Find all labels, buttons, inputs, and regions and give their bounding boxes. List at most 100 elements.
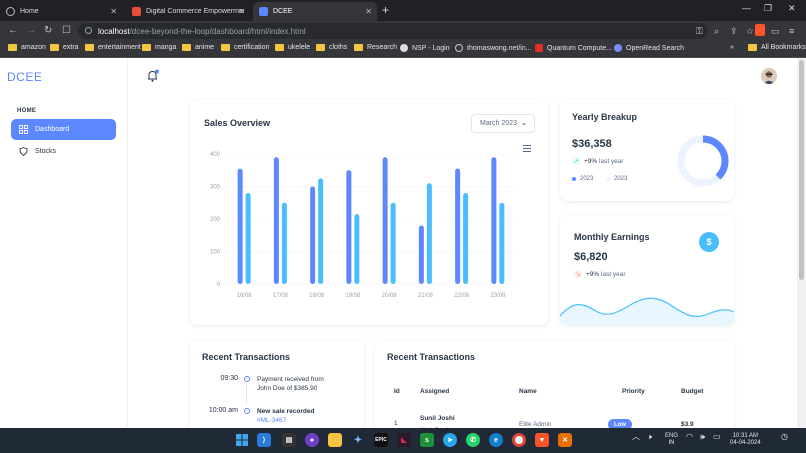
telegram-icon[interactable]: ➤ — [443, 433, 457, 447]
bar-series2-19-08[interactable] — [354, 214, 360, 284]
chrome-icon[interactable] — [512, 433, 526, 447]
mute-icon[interactable]: 🕨 — [647, 432, 653, 441]
bar-series2-18-08[interactable] — [318, 178, 324, 284]
close-icon[interactable]: ✕ — [238, 7, 245, 16]
folder-icon — [85, 44, 94, 51]
bar-series2-22-08[interactable] — [463, 193, 469, 284]
bar-series1-17-08[interactable] — [273, 157, 279, 284]
url-input[interactable]: localhost/dcee-beyond-the-loop/dashboard… — [78, 23, 708, 39]
bookmark-manga[interactable]: manga — [142, 44, 176, 51]
x-tick-label: 16/08 — [237, 293, 253, 299]
all-bookmarks[interactable]: All Bookmarks — [748, 44, 806, 51]
new-tab-icon[interactable]: + — [382, 3, 390, 17]
maximize-icon[interactable]: ❐ — [764, 3, 773, 13]
edge-icon[interactable]: e — [489, 433, 503, 447]
bar-series2-23-08[interactable] — [499, 202, 505, 284]
bar-series1-22-08[interactable] — [455, 168, 461, 284]
xampp-icon[interactable]: ✕ — [558, 433, 572, 447]
bookmark-amazon[interactable]: amazon — [8, 44, 46, 51]
yearly-legend-item: 2023 — [572, 176, 593, 182]
bookmark-anime[interactable]: anime — [182, 44, 214, 51]
scrollbar-thumb[interactable] — [799, 60, 804, 280]
star-icon[interactable]: ☆ — [746, 26, 755, 36]
sales-overview-title: Sales Overview — [204, 118, 271, 128]
tab-dcee[interactable]: DCEE ✕ — [253, 2, 377, 21]
bookmark-certification[interactable]: certification — [221, 44, 269, 51]
y-tick-label: 400 — [210, 152, 221, 158]
brave-icon[interactable]: ▼ — [535, 433, 549, 447]
chart-menu-icon[interactable] — [523, 145, 531, 152]
file-explorer-icon[interactable] — [328, 433, 342, 447]
key-icon[interactable]: ⚿ — [696, 26, 703, 36]
bookmark-entertainment[interactable]: entertainment — [85, 44, 141, 51]
bookmark-quantum[interactable]: Quantum Compute... — [535, 44, 612, 52]
wifi-icon[interactable]: ◠ — [686, 432, 693, 441]
y-tick-label: 300 — [210, 185, 221, 191]
brave-shield-icon[interactable] — [755, 24, 765, 36]
bar-series1-20-08[interactable] — [382, 157, 388, 284]
zoom-icon[interactable]: ⌕ — [714, 26, 720, 36]
bar-series1-23-08[interactable] — [491, 157, 497, 284]
forward-icon[interactable]: → — [26, 25, 36, 36]
copilot-icon[interactable]: ✦ — [353, 434, 363, 446]
sidebar-item-dashboard[interactable]: Dashboard — [11, 119, 116, 140]
close-window-icon[interactable]: ✕ — [788, 3, 796, 13]
bar-series2-20-08[interactable] — [390, 202, 396, 284]
more-bookmarks-icon[interactable]: » — [730, 44, 734, 51]
battery-icon[interactable]: ▭ — [713, 432, 721, 441]
close-icon[interactable]: ✕ — [110, 7, 117, 16]
bar-series1-18-08[interactable] — [310, 186, 316, 285]
clock[interactable]: 10:31 AM 04-04-2024 — [730, 433, 761, 446]
bar-series2-17-08[interactable] — [281, 202, 287, 284]
epic-games-icon[interactable]: EPIC — [374, 433, 388, 447]
notification-bell-icon[interactable] — [146, 69, 160, 83]
yearly-breakup-card: Yearly Breakup $36,358 ↗ +9% last year 2… — [560, 100, 734, 201]
github-icon[interactable]: ● — [305, 433, 319, 447]
bookmark-page-icon[interactable]: ☐ — [62, 25, 71, 36]
back-icon[interactable]: ← — [8, 25, 18, 36]
bookmark-openread[interactable]: OpenRead Search — [614, 44, 684, 52]
bar-series1-16-08[interactable] — [237, 168, 243, 284]
notifications-icon[interactable]: ◷ — [781, 432, 788, 441]
sheets-icon[interactable]: s — [420, 433, 434, 447]
bookmark-thomaswong[interactable]: thomaswong.net/in... — [455, 44, 532, 52]
reload-icon[interactable]: ↻ — [44, 25, 53, 36]
tray-overflow-icon[interactable]: ︿ — [632, 432, 640, 441]
close-icon[interactable]: ✕ — [365, 7, 372, 16]
cell-budget: $3.9 — [681, 421, 694, 428]
volume-icon[interactable]: 🕪 — [700, 432, 706, 441]
arrow-up-icon: ↗ — [572, 157, 580, 165]
bar-series1-21-08[interactable] — [418, 225, 424, 285]
avatar[interactable] — [761, 68, 777, 84]
vscode-icon[interactable]: ⟩ — [257, 433, 271, 447]
bookmark-nsp[interactable]: NSP - Login — [400, 44, 450, 52]
tab-commerce[interactable]: Digital Commerce Empowerment Ec ✕ — [126, 2, 250, 21]
bookmark-extra[interactable]: extra — [50, 44, 79, 51]
bookmark-ukelele[interactable]: ukelele — [275, 44, 310, 51]
media-app-icon[interactable]: ◣ — [397, 433, 411, 447]
sidebar-item-stocks[interactable]: Stocks — [11, 141, 116, 162]
app-logo[interactable]: DCEE — [7, 70, 43, 84]
dollar-icon: $ — [699, 232, 719, 252]
windows-start-icon[interactable] — [235, 433, 249, 447]
extensions-icon[interactable]: ▭ — [771, 26, 780, 36]
bar-series2-16-08[interactable] — [245, 193, 251, 284]
bar-series2-21-08[interactable] — [426, 183, 432, 284]
bar-series1-19-08[interactable] — [346, 170, 352, 284]
nav-section-header: HOME — [17, 108, 37, 114]
page-scrollbar[interactable] — [797, 58, 806, 428]
recent-transactions-timeline-card: Recent Transactions 09:30 Payment receiv… — [190, 341, 364, 428]
share-icon[interactable]: ⇪ — [730, 26, 738, 36]
bookmark-cloths[interactable]: cloths — [316, 44, 347, 51]
folder-icon — [221, 44, 230, 51]
month-select[interactable]: March 2023 ⌄ — [471, 114, 535, 133]
tab-home[interactable]: Home ✕ — [0, 2, 122, 21]
timeline-time: 10:00 am — [208, 407, 238, 414]
file-app-icon[interactable]: ▤ — [282, 433, 296, 447]
site-info-icon[interactable] — [85, 27, 92, 34]
whatsapp-icon[interactable]: ✆ — [466, 433, 480, 447]
minimize-icon[interactable]: — — [742, 3, 751, 13]
language-indicator[interactable]: ENG IN — [665, 433, 679, 446]
bookmark-research[interactable]: Research — [354, 44, 397, 51]
menu-icon[interactable]: ≡ — [789, 26, 795, 36]
